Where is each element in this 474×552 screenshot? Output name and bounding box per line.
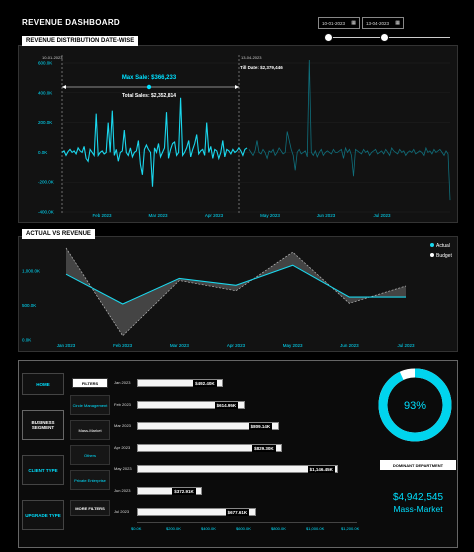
bar-value-label: $809.14K	[248, 423, 273, 430]
x-tick-label: May 2023	[283, 343, 303, 348]
start-date-field[interactable]: 10-01-2023 ▦	[318, 17, 360, 29]
arrow-right-icon	[235, 85, 239, 89]
x-tick-label: Mar 2023	[170, 343, 190, 348]
x-tick-label: $400.0K	[201, 526, 216, 531]
bar-category-label: Apr 2023	[114, 444, 131, 450]
dominant-department-badge: DOMINANT DEPARTMENT	[380, 460, 456, 470]
nav-home-button[interactable]: HOME	[22, 373, 64, 395]
revenue-line-chart: 600.0K 400.0K 200.0K 0.0K -200.0K -400.0K Feb…	[38, 55, 451, 218]
x-tick-label: $600.0K	[236, 526, 251, 531]
start-marker-label: 10-01-2023	[42, 55, 63, 60]
x-tick-label: Jun 2023	[340, 343, 359, 348]
till-date-label: Till Date: $2,379,446	[240, 65, 283, 70]
x-tick-label: $200.0K	[166, 526, 181, 531]
x-tick-label: $1,200.0K	[341, 526, 360, 531]
bar-value-label: $614.95K	[214, 401, 239, 409]
legend-budget-marker	[430, 253, 434, 257]
y-tick-label: 1,000.0K	[22, 268, 40, 273]
x-tick-label: Feb 2023	[113, 343, 133, 348]
x-tick-label: Jan 2023	[57, 343, 76, 348]
x-tick-label: Apr 2023	[205, 213, 224, 218]
percentage-donut: 93%	[378, 368, 452, 442]
filter-mass-market[interactable]: Mass-Market	[70, 420, 110, 440]
bar-category-label: Feb 2023	[114, 401, 131, 407]
max-sale-label: Max Sale: $366,233	[122, 75, 177, 81]
more-filters-button[interactable]: MORE FILTERS	[70, 500, 110, 516]
start-date-value: 10-01-2023	[322, 20, 346, 26]
x-tick-label: Jul 2023	[373, 213, 391, 218]
x-tick-label: Jul 2023	[397, 343, 415, 348]
y-tick-label: 600.0K	[38, 61, 52, 66]
end-marker-label: 13-04-2023	[241, 55, 262, 60]
x-tick-label: May 2023	[260, 213, 280, 218]
x-tick-label: Mar 2023	[148, 213, 168, 218]
revenue-series-highlighted	[61, 97, 248, 187]
y-tick-label: -200.0K	[38, 180, 54, 185]
donut-percent-label: 93%	[404, 400, 426, 412]
nav-upgrade-type-button[interactable]: UPGRADE TYPE	[22, 500, 64, 530]
budget-line	[65, 247, 407, 337]
filters-header: FILTERS	[72, 378, 108, 388]
legend-actual-label: Actual	[436, 243, 450, 249]
revenue-distribution-title: REVENUE DISTRIBUTION DATE-WISE	[22, 36, 139, 46]
bar-category-label: Jun 2023	[114, 487, 131, 493]
dashboard-title: REVENUE DASHBOARD	[22, 18, 120, 27]
revenue-bar	[137, 400, 245, 409]
revenue-bar	[137, 508, 256, 516]
donut-fill	[378, 368, 452, 442]
dominant-department-name: Mass-Market	[393, 504, 443, 514]
bar-value-label: $492.40K	[193, 380, 217, 387]
max-sale-dot	[146, 84, 152, 90]
revenue-series-faded	[248, 59, 451, 201]
dominant-department-value: $4,942,545	[392, 492, 444, 503]
y-tick-label: 400.0K	[38, 90, 52, 95]
y-tick-label: 0.0K	[22, 338, 31, 343]
filter-private-enterprise[interactable]: Private Enterprise	[70, 470, 110, 490]
actual-vs-budget-chart: 1,000.0K 500.0K 0.0K Jan 2023 Feb 2023 Mar 2…	[22, 243, 452, 348]
y-tick-label: 0.0K	[38, 150, 47, 155]
y-tick-label: -400.0K	[38, 210, 54, 215]
calendar-icon: ▦	[395, 20, 400, 26]
actual-vs-revenue-title: ACTUAL VS REVENUE	[22, 229, 95, 239]
bar-category-label: Mar 2023	[114, 423, 131, 428]
x-tick-label: Apr 2023	[227, 343, 246, 348]
arrow-left-icon	[62, 85, 66, 89]
bar-category-label: May 2023	[114, 466, 132, 471]
x-tick-label: Feb 2023	[92, 213, 112, 218]
bar-value-label: $677.61K	[225, 509, 250, 516]
variance-area	[66, 247, 406, 336]
date-slider-start-handle[interactable]	[324, 33, 333, 42]
legend-actual-marker	[430, 243, 434, 247]
filter-others[interactable]: Others	[70, 445, 110, 465]
date-slider-end-handle[interactable]	[380, 33, 389, 42]
bar-value-label: $829.30K	[252, 444, 276, 452]
y-tick-label: 200.0K	[38, 120, 52, 125]
revenue-distribution-panel	[18, 45, 458, 223]
nav-client-type-button[interactable]: CLIENT TYPE	[22, 455, 64, 485]
filter-circle-management[interactable]: Circle Management	[70, 395, 110, 415]
actual-line	[65, 264, 406, 305]
end-date-field[interactable]: 13-04-2023 ▦	[362, 17, 404, 29]
y-tick-label: 500.0K	[22, 303, 36, 308]
revenue-bar	[137, 443, 283, 452]
x-tick-label: $800.0K	[271, 526, 286, 531]
bar-category-label: Jan 2023	[114, 380, 131, 385]
bar-chart-axis	[137, 522, 357, 523]
bar-value-label: $372.91K	[172, 487, 196, 495]
total-sales-label: Total Sales: $2,352,814	[122, 93, 176, 99]
x-tick-label: $1,000.0K	[306, 526, 325, 531]
date-slider-track[interactable]	[330, 37, 450, 38]
nav-business-segment-button[interactable]: BUSINESS SEGMENT	[22, 410, 64, 440]
revenue-bar	[137, 422, 279, 430]
revenue-bar	[137, 486, 203, 495]
bar-category-label: Jul 2023	[114, 509, 130, 514]
end-date-value: 13-04-2023	[366, 20, 390, 26]
revenue-bar	[137, 465, 338, 473]
revenue-bar	[137, 379, 224, 387]
bar-value-label: $1,146.45K	[307, 466, 335, 473]
calendar-icon: ▦	[351, 20, 356, 26]
legend-budget-label: Budget	[436, 253, 452, 259]
x-tick-label: Jun 2023	[317, 213, 336, 218]
x-tick-label: $0.0K	[131, 526, 142, 531]
